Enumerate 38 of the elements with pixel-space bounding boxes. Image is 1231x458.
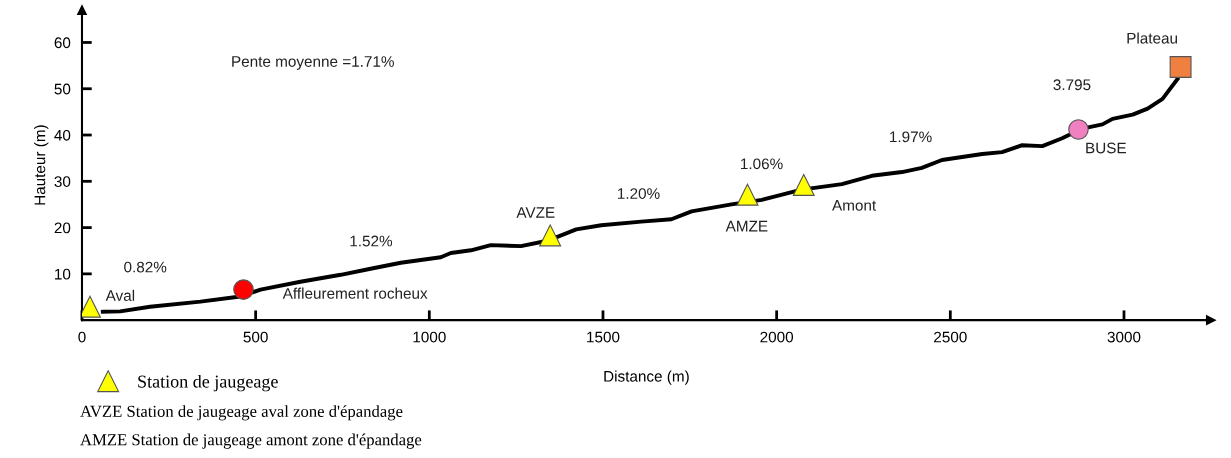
point bbox=[233, 279, 254, 300]
annotation: BUSE bbox=[1086, 142, 1126, 154]
annotation: AMZE bbox=[725, 220, 768, 232]
annotation: AVZE bbox=[516, 207, 555, 218]
y-tick-label: 50 bbox=[54, 83, 71, 95]
x-tick-label: 1500 bbox=[587, 331, 620, 343]
annotation: Affleurement rocheux bbox=[282, 287, 428, 299]
x-tick-label: 3000 bbox=[1107, 331, 1141, 343]
text: AVZE Station de jaugeage aval zone d'épandage bbox=[80, 405, 403, 421]
annotation: 1.06% bbox=[741, 158, 783, 170]
legend-label: Station de jaugeage bbox=[138, 374, 278, 392]
point bbox=[1169, 56, 1192, 78]
point bbox=[539, 224, 562, 247]
y-tick-label: 20 bbox=[54, 222, 71, 234]
y-tick-label: 60 bbox=[54, 37, 71, 49]
text: AMZE Station de jaugeage amont zone d'épandage bbox=[80, 433, 422, 449]
annotation: Aval bbox=[105, 289, 135, 301]
point bbox=[736, 183, 759, 206]
y-axis-title: Hauteur (m) bbox=[34, 125, 49, 205]
annotation: 1.20% bbox=[618, 188, 660, 199]
x-axis-title: Distance (m) bbox=[604, 370, 689, 385]
x-tick-label: 2000 bbox=[760, 331, 794, 343]
y-tick-label: 40 bbox=[54, 129, 71, 141]
y-tick-label: 10 bbox=[55, 268, 71, 280]
annotation: 0.82% bbox=[124, 261, 167, 273]
x-tick-label: 2500 bbox=[934, 331, 967, 343]
x-tick-label: 500 bbox=[243, 331, 268, 343]
point bbox=[1068, 119, 1089, 140]
annotation: 1.97% bbox=[890, 131, 932, 143]
annotation: 3.795 bbox=[1053, 79, 1091, 91]
x-tick-label: 0 bbox=[78, 331, 86, 343]
point bbox=[792, 174, 815, 196]
y-tick-label: 30 bbox=[54, 176, 71, 187]
annotation: Plateau bbox=[1127, 32, 1178, 44]
annotation: Pente moyenne =1.71% bbox=[232, 56, 394, 70]
x-tick-label: 1000 bbox=[413, 331, 446, 343]
annotation: Amont bbox=[832, 200, 877, 211]
annotation: 1.52% bbox=[350, 235, 393, 247]
